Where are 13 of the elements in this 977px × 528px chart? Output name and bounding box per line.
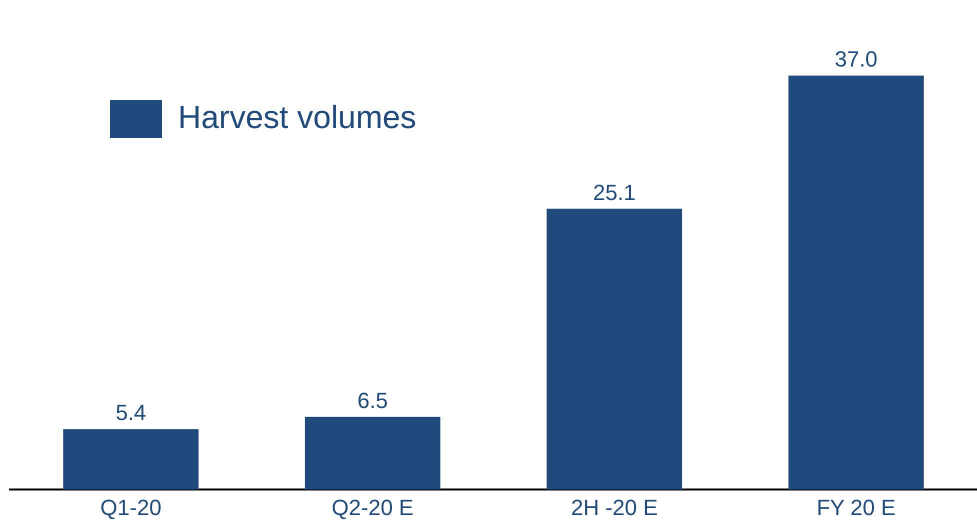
bar xyxy=(304,416,440,490)
data-label: 25.1 xyxy=(592,180,636,205)
bar xyxy=(546,208,682,490)
x-tick-label: Q1-20 xyxy=(100,494,162,520)
x-tick-label: Q2-20 E xyxy=(332,494,414,520)
data-label: 37.0 xyxy=(834,46,878,72)
bar xyxy=(788,76,924,490)
x-tick-label: 2H -20 E xyxy=(570,494,658,520)
legend-label: Harvest volumes xyxy=(178,98,416,135)
data-label: 6.5 xyxy=(357,388,388,413)
bar xyxy=(63,429,199,490)
data-label: 5.4 xyxy=(116,400,146,426)
x-tick-label: FY 20 E xyxy=(816,494,896,520)
